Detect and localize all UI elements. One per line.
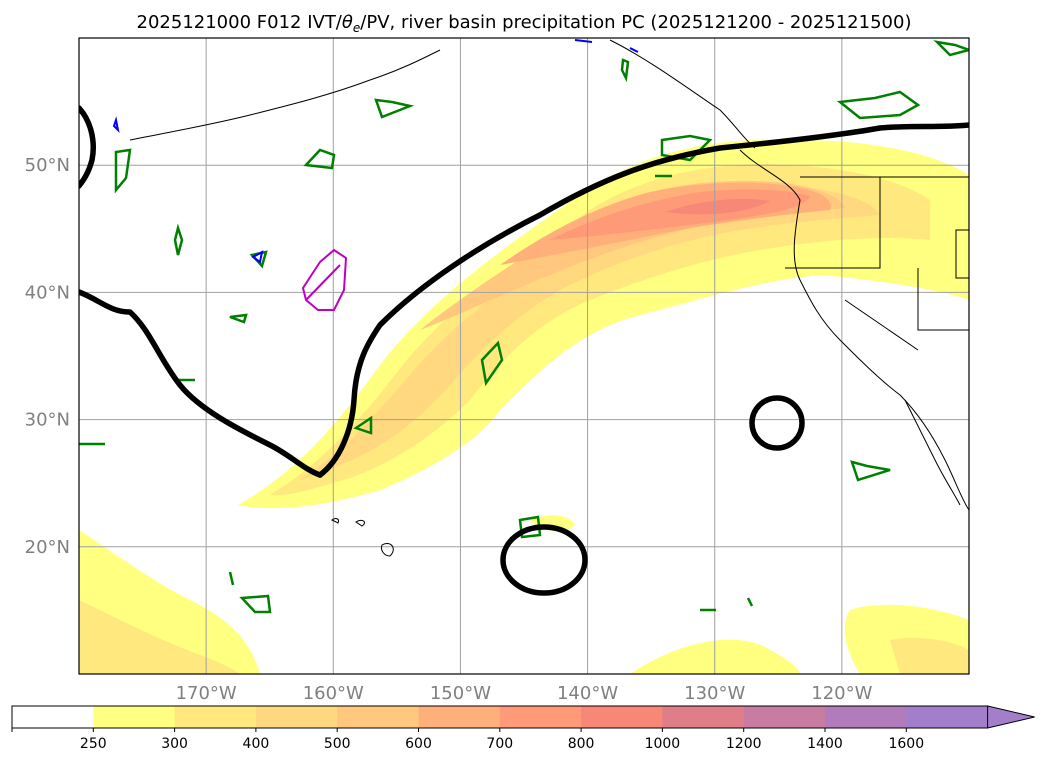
colorbar-segment: [12, 706, 94, 728]
colorbar-segment: [93, 706, 176, 728]
colorbar-tick-label: 1600: [888, 736, 924, 752]
pv-contour: [353, 415, 373, 435]
colorbar-tick-label: 400: [243, 736, 270, 752]
lat-tick-label: 40°N: [25, 282, 70, 303]
lon-tick-label: 130°W: [684, 683, 745, 704]
coastlines: [129, 39, 969, 557]
pv-contour: [746, 597, 754, 607]
hawaii-islands: [331, 518, 394, 557]
lon-ticks: 170°W 160°W 150°W 140°W 130°W 120°W: [176, 683, 873, 704]
colorbar-segment: [662, 706, 745, 728]
colorbar-segment: [255, 706, 338, 728]
pv-contour: [480, 340, 504, 387]
lat-ticks: 50°N 40°N 30°N 20°N: [25, 155, 70, 558]
ivt-se2-300: [890, 638, 969, 674]
colorbar-tick-label: 800: [568, 736, 595, 752]
colorbar-extend-arrow: [987, 705, 1035, 729]
colorbar-tick-label: 1400: [807, 736, 843, 752]
colorbar-segment: [581, 706, 663, 728]
theta-e-contour-lower: [79, 289, 323, 478]
precip-contours: [112, 39, 639, 311]
lon-tick-label: 150°W: [430, 683, 491, 704]
map-frame: [78, 37, 970, 675]
map-layers: [79, 38, 969, 674]
precip-contour: [112, 116, 120, 134]
colorbar-segment: [499, 706, 582, 728]
lat-tick-label: 30°N: [25, 410, 70, 431]
colorbar-segment: [906, 706, 989, 728]
state-borders: [785, 177, 969, 351]
pv-contour: [933, 40, 969, 57]
colorbar-tick-label: 1200: [726, 736, 762, 752]
colorbar-segment: [743, 706, 826, 728]
theta-e-closed-contour: [749, 395, 805, 451]
pv-contour: [620, 58, 630, 83]
colorbar-tick-label: 500: [324, 736, 351, 752]
pv-contour: [239, 594, 272, 614]
pv-contour: [229, 313, 248, 324]
ivt-sw-300: [79, 600, 240, 674]
pv-contour: [173, 223, 184, 256]
pv-contour: [228, 571, 235, 586]
precip-contour: [251, 250, 264, 264]
colorbar-tick-label: 300: [161, 736, 188, 752]
theta-e-contour-west: [79, 105, 96, 189]
pv-contour: [850, 460, 891, 482]
colorbar-segment: [825, 706, 907, 728]
lon-tick-label: 170°W: [176, 683, 237, 704]
lon-tick-label: 160°W: [303, 683, 364, 704]
precip-contour: [574, 39, 593, 43]
precip-contour: [629, 47, 639, 53]
colorbar-segment: [337, 706, 419, 728]
baja: [904, 399, 961, 506]
colorbar-tick-label: 700: [486, 736, 513, 752]
colorbar-tick-label: 600: [405, 736, 432, 752]
lat-tick-label: 50°N: [25, 155, 70, 176]
theta-e-contour-upper: [317, 122, 969, 478]
lon-tick-label: 140°W: [557, 683, 618, 704]
pv-contour: [374, 98, 415, 119]
lon-tick-label: 120°W: [811, 683, 872, 704]
pv-contour: [836, 90, 921, 120]
pv-contour: [303, 148, 336, 170]
colorbar: 250 300 400 500 600 700 800 1000 1200 1400 1600: [11, 705, 1035, 752]
theta-e-contours: [79, 105, 969, 596]
north-america-coast: [739, 149, 969, 511]
ivt-band-300: [270, 164, 930, 496]
pv-contour: [114, 148, 132, 194]
ivt-band-1000: [665, 198, 770, 215]
lat-tick-label: 20°N: [25, 537, 70, 558]
colorbar-segment: [418, 706, 501, 728]
chart-title: 2025121000 F012 IVT/θe/PV, river basin p…: [137, 12, 912, 35]
alaska-coast: [609, 39, 756, 149]
precip-contour: [305, 264, 341, 301]
colorbar-tick-label: 250: [80, 736, 107, 752]
theta-e-closed-contour: [500, 524, 588, 596]
aleutians: [129, 49, 441, 141]
colorbar-segment: [174, 706, 257, 728]
gridlines: [79, 38, 969, 674]
colorbar-tick-label: 1000: [645, 736, 681, 752]
precip-contour: [301, 248, 348, 311]
